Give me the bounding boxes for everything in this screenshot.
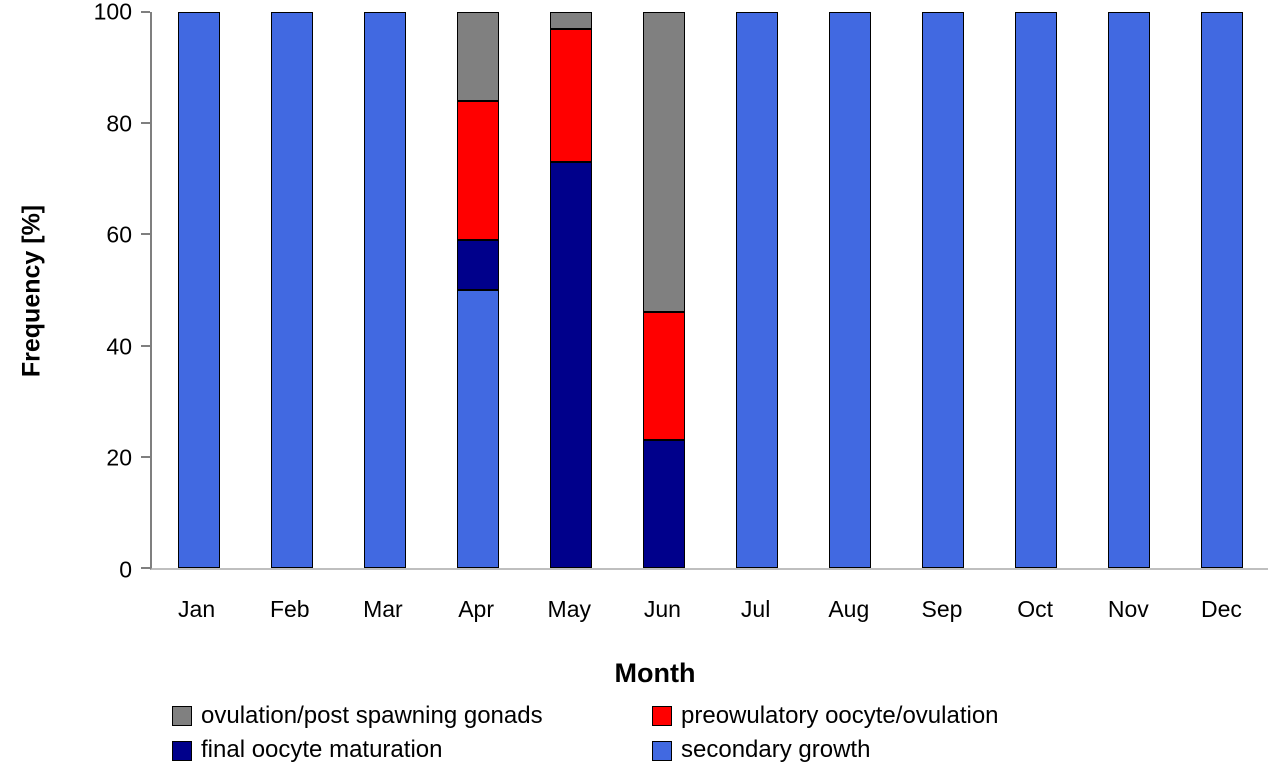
y-tick-mark — [141, 122, 150, 125]
bar-segment — [456, 290, 499, 568]
legend-swatch — [172, 740, 192, 761]
bar-segment — [1014, 12, 1057, 568]
legend-label: preowulatory oocyte/ovulation — [681, 702, 999, 729]
bar-segment — [735, 12, 778, 568]
bar-segment — [549, 162, 592, 568]
bar-column — [338, 12, 431, 568]
y-tick-label: 80 — [106, 110, 132, 137]
x-tick-label: Sep — [921, 596, 963, 622]
bar-segment — [456, 100, 499, 240]
bar-segment — [177, 12, 220, 568]
plot-area — [141, 11, 1268, 570]
bar-segment — [270, 12, 313, 568]
bar-segment — [921, 12, 964, 568]
bar-segment — [549, 12, 592, 29]
y-tick-label: 100 — [93, 0, 132, 25]
stacked-bar — [735, 12, 778, 568]
stacked-bar — [1200, 12, 1243, 568]
y-tick-mark — [141, 344, 150, 347]
bar-segment — [456, 239, 499, 290]
x-tick-label: Aug — [828, 596, 870, 622]
bar-column — [524, 12, 617, 568]
y-tick-label: 60 — [106, 221, 132, 248]
bar-segment — [642, 12, 685, 313]
stacked-bar — [177, 12, 220, 568]
y-tick-labels: 0 20 40 60 80 100 — [40, 0, 132, 581]
stacked-bar — [270, 12, 313, 568]
stacked-bar — [363, 12, 406, 568]
x-tick-label: Jul — [740, 596, 771, 622]
x-tick-label: Apr — [458, 596, 494, 622]
bar-segment — [642, 312, 685, 441]
x-tick-label: Jun — [643, 596, 681, 622]
bar-column — [896, 12, 989, 568]
x-tick-label: Jan — [178, 596, 216, 622]
legend-label: ovulation/post spawning gonads — [201, 702, 543, 729]
x-tick-labels: Jan Feb Mar Apr May Jun Jul Aug Sep Oct Nov Dec — [150, 596, 1268, 623]
legend-label: secondary growth — [681, 736, 871, 764]
bar-column — [989, 12, 1082, 568]
legend-swatch — [652, 740, 672, 761]
stacked-bar — [828, 12, 871, 568]
legend: ovulation/post spawning gonads preowulato… — [172, 702, 1172, 764]
legend-item: secondary growth — [652, 736, 1172, 764]
stacked-bar — [456, 12, 499, 568]
bar-segment — [456, 12, 499, 101]
stacked-bar — [921, 12, 964, 568]
legend-swatch — [652, 706, 672, 727]
y-tick-mark — [141, 567, 150, 569]
stacked-bar — [642, 12, 685, 568]
bar-column — [152, 12, 245, 568]
bar-column — [1175, 12, 1268, 568]
legend-label: final oocyte maturation — [201, 736, 443, 764]
x-axis-title: Month — [614, 658, 696, 688]
stacked-bar — [1014, 12, 1057, 568]
x-tick-label: May — [547, 596, 591, 622]
legend-item: preowulatory oocyte/ovulation — [652, 702, 1172, 729]
x-tick-label: Mar — [363, 596, 403, 622]
y-tick-label: 40 — [106, 333, 132, 360]
x-tick-label: Feb — [269, 596, 310, 622]
bar-segment — [1200, 12, 1243, 568]
bar-column — [245, 12, 338, 568]
bar-segment — [549, 28, 592, 163]
x-tick-label: Dec — [1201, 596, 1242, 622]
bar-column — [710, 12, 803, 568]
x-tick-label: Oct — [1017, 596, 1054, 622]
legend-item: ovulation/post spawning gonads — [172, 702, 652, 729]
bar-column — [803, 12, 896, 568]
bar-column — [431, 12, 524, 568]
legend-item: final oocyte maturation — [172, 736, 652, 764]
stacked-bar — [1107, 12, 1150, 568]
y-tick-mark — [141, 233, 150, 236]
bar-segment — [363, 12, 406, 568]
bar-segment — [1107, 12, 1150, 568]
y-tick-mark — [141, 455, 150, 458]
bar-column — [617, 12, 710, 568]
stacked-bar — [549, 12, 592, 568]
x-tick-label: Nov — [1107, 596, 1149, 622]
y-tick-label: 0 — [119, 556, 132, 583]
bar-segment — [828, 12, 871, 568]
y-tick-label: 20 — [106, 444, 132, 471]
legend-swatch — [172, 706, 192, 727]
bar-segment — [642, 440, 685, 568]
bar-column — [1082, 12, 1175, 568]
bars — [152, 12, 1268, 568]
y-tick-mark — [141, 11, 150, 13]
